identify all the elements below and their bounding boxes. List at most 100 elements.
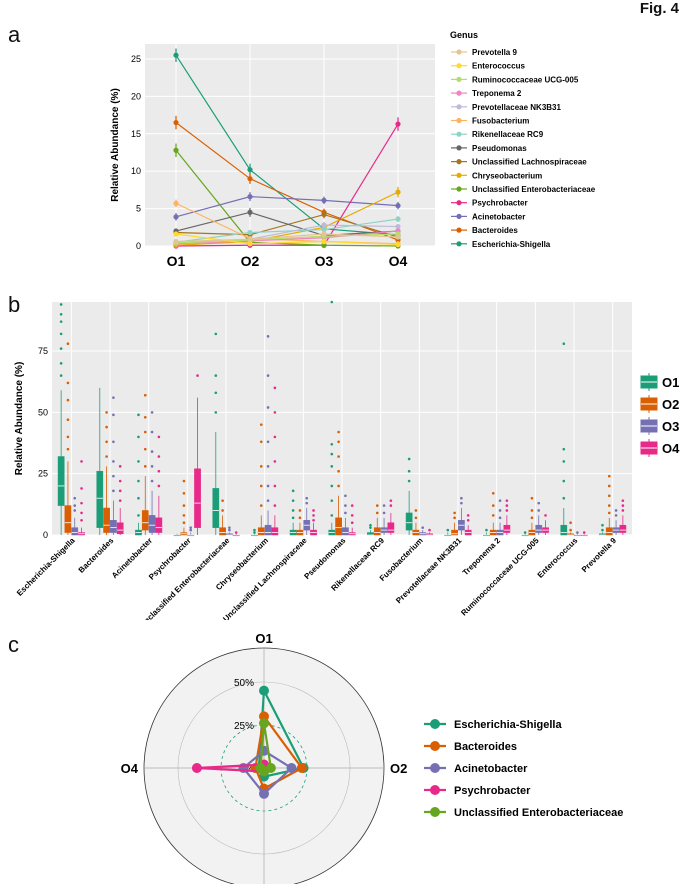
outlier-point [607,474,611,478]
y-axis-label: Relative Abundance (%) [110,88,121,202]
outlier-point [105,455,108,458]
outlier-point [73,504,77,507]
y-tick-label: 0 [43,530,48,540]
outlier-point [453,516,456,520]
box-body [405,512,413,531]
y-tick-label: 5 [136,204,141,214]
outlier-point [298,516,302,520]
data-point [321,197,327,203]
data-point [247,229,253,236]
legend-key-dot [456,200,462,206]
outlier-point [466,518,470,522]
outlier-point [369,526,372,529]
outlier-point [66,418,70,422]
x-tick-label: Escherichia-Shigella [15,536,77,598]
x-tick-label: O2 [241,253,260,269]
box-body [116,522,124,535]
legend-key-dot [456,145,462,151]
outlier-point [337,440,340,444]
line-chart-panel-a: 0 5 10 15 20 25 O1 O2 O3 O4 Relative Abundance (%)… [110,30,596,269]
x-tick-label: Enterococcus [536,536,580,580]
box-body [57,456,65,506]
legend-label: Acinetobacter [454,763,528,775]
outlier-point [80,487,83,490]
outlier-point [414,516,418,520]
radar-data-point [259,718,269,729]
outlier-point [266,335,270,338]
outlier-point [228,526,231,529]
series-line [175,218,399,243]
outlier-point [273,504,277,507]
outlier-point [498,516,502,520]
legend-key-dot [456,49,462,55]
x-tick-label: O3 [315,253,334,269]
outlier-point [150,450,154,453]
legend-label: Bacteroides [454,741,517,753]
outlier-point [150,465,154,468]
outlier-point [143,430,147,434]
data-point [173,238,179,245]
outlier-point [137,435,140,439]
radar-axis-label: O1 [255,631,272,646]
outlier-point [59,347,63,350]
legend-title: Genus [450,30,478,40]
data-point [321,222,327,228]
outlier-point [266,440,270,444]
outlier-point [621,504,625,507]
x-tick-label: Ruminococcaceae UCG-005 [459,536,541,618]
radar-data-point [286,763,297,773]
data-point [321,226,327,233]
data-point [247,209,253,215]
outlier-point [485,528,488,532]
box-body [96,470,104,528]
outlier-point [182,492,186,495]
legend-label: Psychrobacter [454,785,531,797]
outlier-point [66,435,70,439]
outlier-point [182,479,186,483]
legend-label: Pseudomonas [472,144,527,153]
outlier-point [143,465,147,468]
outlier-point [112,396,115,399]
legend-key-dot [456,159,462,165]
outlier-point [350,514,354,517]
outlier-point [59,312,63,316]
outlier-point [259,484,263,488]
box-body [264,524,272,536]
outlier-point [614,514,618,517]
outlier-point [305,496,309,500]
outlier-point [59,374,63,377]
legend-key-dot [456,172,462,178]
box-body [155,517,163,533]
data-point [173,231,179,237]
series-line [175,233,399,246]
outlier-point [466,514,470,517]
outlier-point [337,484,340,488]
legend-label: Escherichia-Shigella [454,719,562,731]
outlier-point [446,528,450,532]
series-line [175,191,399,246]
outlier-point [291,489,295,493]
series-line [175,196,399,218]
outlier-point [150,411,154,414]
legend-label: Enterococcus [472,62,525,71]
outlier-point [614,509,618,512]
outlier-point [273,435,277,439]
outlier-point [73,496,77,500]
x-tick-label: Prevotellaceae NK3B31 [394,536,464,606]
legend-label: Rikenellaceae RC9 [472,130,544,139]
outlier-point [498,509,502,512]
outlier-point [105,440,108,444]
legend-key-dot [456,63,462,69]
outlier-point [118,499,122,502]
outlier-point [266,484,270,488]
box-body [503,524,511,533]
data-point [173,214,179,220]
panel-label-c: c [8,632,19,657]
radar-data-point [259,685,269,696]
outlier-point [59,303,63,306]
outlier-point [221,499,224,502]
box-body [373,527,381,536]
box-body [110,520,117,533]
outlier-point [273,460,277,463]
outlier-point [59,320,63,323]
